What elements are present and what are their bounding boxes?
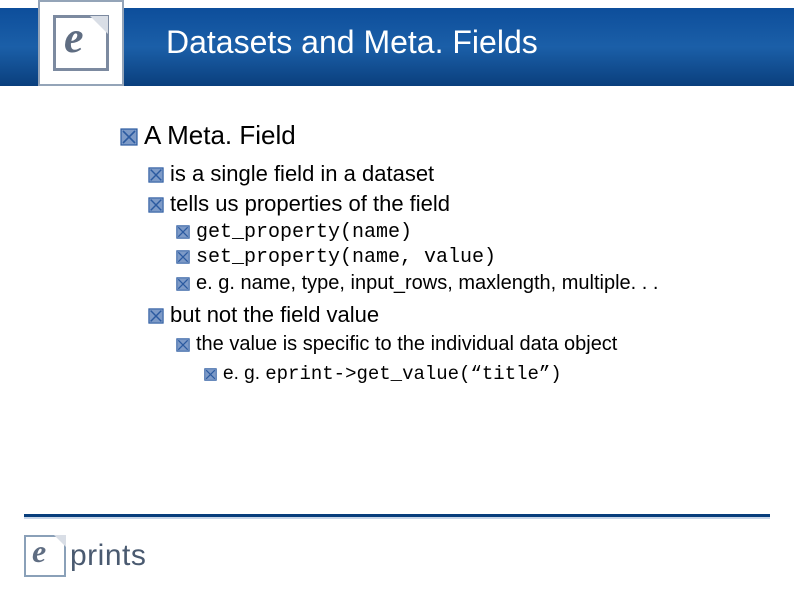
checkbox-bullet-icon [148,167,164,183]
bullet-text: is a single field in a dataset [170,161,434,187]
bullet-level-3: e. g. name, type, input_rows, maxlength,… [176,271,740,296]
bullet-text: the value is specific to the individual … [196,332,617,357]
checkbox-bullet-icon [204,368,217,381]
checkbox-bullet-icon [176,225,190,239]
eprints-logo-icon [24,535,66,577]
bullet-level-1: A Meta. Field [120,120,740,151]
bullet-text: but not the field value [170,302,379,328]
bullet-text: get_property(name) [196,221,412,244]
bullet-level-3: the value is specific to the individual … [176,332,740,357]
bullet-level-2: is a single field in a dataset [148,161,740,187]
bullet-level-2: but not the field value [148,302,740,328]
bullet-prefix: e. g. [223,363,265,384]
bullet-level-2: tells us properties of the field [148,191,740,217]
checkbox-bullet-icon [176,338,190,352]
bullet-text: tells us properties of the field [170,191,450,217]
bullet-text: e. g. eprint->get_value(“title”) [223,363,562,385]
content-area: A Meta. Field is a single field in a dat… [120,120,740,389]
checkbox-bullet-icon [176,250,190,264]
checkbox-bullet-icon [148,197,164,213]
footer-logo: prints [24,535,146,577]
checkbox-bullet-icon [176,277,190,291]
bullet-text: A Meta. Field [144,120,296,151]
slide-title: Datasets and Meta. Fields [166,24,538,61]
bullet-level-3: set_property(name, value) [176,246,740,269]
bullet-code: eprint->get_value(“title”) [265,363,561,385]
bullet-text: e. g. name, type, input_rows, maxlength,… [196,271,658,296]
bullet-text: set_property(name, value) [196,246,496,269]
checkbox-bullet-icon [148,308,164,324]
footer-divider [24,514,770,517]
checkbox-bullet-icon [120,128,138,146]
bullet-level-4: e. g. eprint->get_value(“title”) [204,363,740,385]
bullet-level-3: get_property(name) [176,221,740,244]
eprints-logo-icon [53,15,109,71]
footer-brand-text: prints [70,539,146,573]
logo-box [38,0,124,86]
